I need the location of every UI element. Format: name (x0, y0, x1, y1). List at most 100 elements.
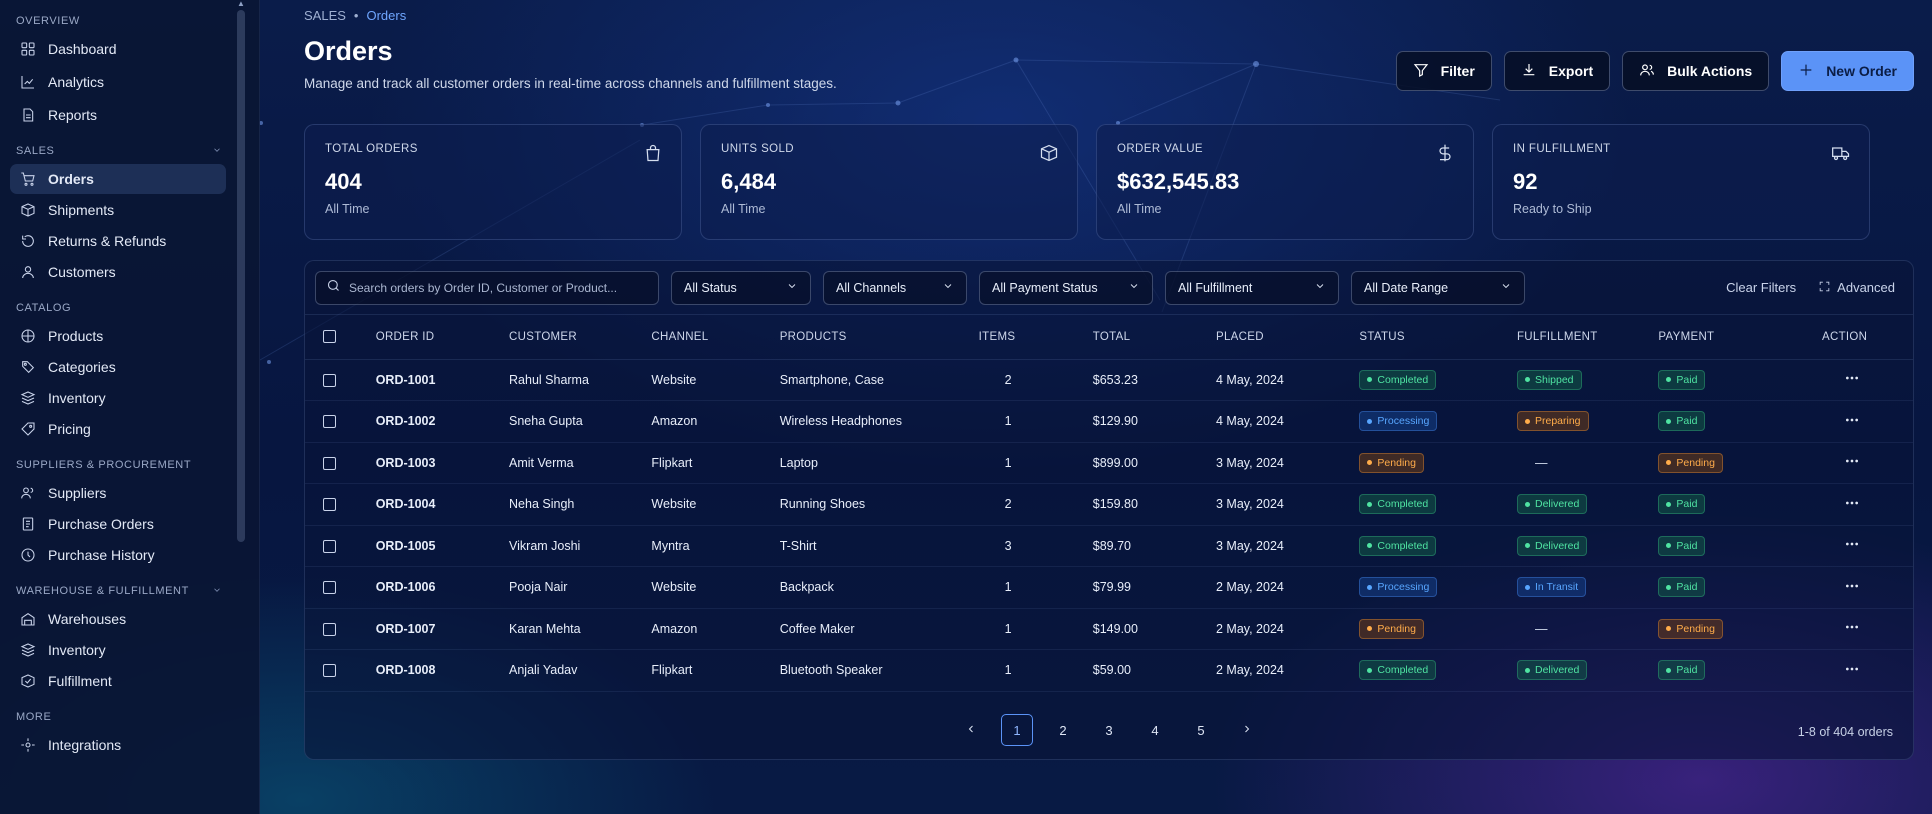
column-header[interactable]: PLACED (1216, 315, 1360, 360)
products: Wireless Headphones (779, 400, 979, 443)
scroll-up-icon[interactable]: ▲ (237, 0, 245, 8)
page-button[interactable]: 2 (1059, 722, 1067, 738)
status-select[interactable]: All Status (671, 270, 811, 305)
chevron-down-icon[interactable] (212, 145, 222, 158)
order-id[interactable]: ORD-1006 (375, 566, 510, 609)
column-header[interactable]: ACTION (1822, 315, 1913, 360)
column-header[interactable]: PRODUCTS (779, 315, 979, 360)
sidebar-section-title: SALES (0, 140, 238, 162)
order-id[interactable]: ORD-1005 (375, 525, 510, 567)
row-checkbox[interactable] (323, 581, 336, 595)
row-checkbox[interactable] (323, 415, 336, 429)
column-header[interactable]: ITEMS (978, 315, 1093, 360)
column-header[interactable]: CHANNEL (651, 315, 780, 360)
more-horizontal-icon[interactable] (1844, 417, 1860, 431)
column-header[interactable]: TOTAL (1092, 315, 1216, 360)
sidebar-item-categories[interactable]: Categories (10, 352, 226, 382)
more-horizontal-icon[interactable] (1844, 624, 1860, 638)
page-button[interactable]: 3 (1105, 722, 1113, 738)
truck-icon (1831, 143, 1851, 163)
export-button[interactable]: Export (1503, 51, 1611, 91)
sidebar-item-integrations[interactable]: Integrations (10, 730, 226, 760)
column-header[interactable]: ORDER ID (375, 315, 510, 360)
payment-status-select[interactable]: All Payment Status (979, 270, 1153, 305)
order-id[interactable]: ORD-1002 (375, 400, 510, 443)
next-page-button[interactable] (1231, 714, 1263, 746)
bulk-actions-button[interactable]: Bulk Actions (1622, 51, 1770, 91)
table-row[interactable]: ORD-1008 Anjali Yadav Flipkart Bluetooth Sp… (305, 649, 1913, 692)
integrations-icon (20, 737, 36, 753)
table-row[interactable]: ORD-1002 Sneha Gupta Amazon Wireless Headph… (305, 400, 1913, 443)
sidebar-item-products[interactable]: Products (10, 321, 226, 351)
table-row[interactable]: ORD-1007 Karan Mehta Amazon Coffee Maker 1 $1… (305, 608, 1913, 650)
sidebar-item-fulfillment[interactable]: Fulfillment (10, 666, 226, 696)
page-button[interactable]: 5 (1197, 722, 1205, 738)
order-id[interactable]: ORD-1003 (375, 442, 510, 484)
search-box[interactable] (315, 270, 659, 305)
payment-cell: Paid (1658, 400, 1823, 443)
row-actions-cell (1822, 649, 1913, 692)
sidebar-item-reports[interactable]: Reports (10, 100, 226, 130)
status-dot (1666, 377, 1672, 383)
box-icon (1039, 143, 1059, 163)
more-horizontal-icon[interactable] (1844, 541, 1860, 555)
more-horizontal-icon[interactable] (1844, 666, 1860, 680)
breadcrumb-root[interactable]: SALES (304, 8, 346, 23)
row-checkbox[interactable] (323, 456, 336, 470)
column-header[interactable]: PAYMENT (1658, 315, 1823, 360)
sidebar-item-orders[interactable]: Orders (10, 164, 226, 194)
more-horizontal-icon[interactable] (1844, 583, 1860, 597)
sidebar-item-label: Inventory (48, 390, 106, 406)
sidebar-item-pricing[interactable]: Pricing (10, 414, 226, 444)
badge-label: Paid (1676, 664, 1698, 677)
order-id[interactable]: ORD-1008 (375, 649, 510, 692)
prev-page-button[interactable] (955, 714, 987, 746)
new-order-button[interactable]: New Order (1781, 51, 1914, 91)
search-input[interactable] (349, 280, 648, 295)
row-checkbox[interactable] (323, 373, 336, 387)
row-checkbox[interactable] (323, 539, 336, 553)
clear-filters-link[interactable]: Clear Filters (1726, 280, 1797, 295)
column-header[interactable]: CUSTOMER (509, 315, 652, 360)
sidebar-item-warehouses[interactable]: Warehouses (10, 604, 226, 634)
sidebar-item-shipments[interactable]: Shipments (10, 195, 226, 225)
chevron-down-icon[interactable] (212, 585, 222, 598)
order-id[interactable]: ORD-1004 (375, 483, 510, 526)
sidebar-item-purchase-history[interactable]: Purchase History (10, 540, 226, 570)
date-range-select[interactable]: All Date Range (1351, 270, 1525, 305)
sidebar-item-inventory[interactable]: Inventory (10, 383, 226, 413)
table-row[interactable]: ORD-1005 Vikram Joshi Myntra T-Shirt 3 $89.70… (305, 525, 1913, 567)
row-checkbox[interactable] (323, 498, 336, 512)
sidebar-scrollbar[interactable] (237, 10, 245, 542)
sidebar-item-customers[interactable]: Customers (10, 257, 226, 287)
channels-select[interactable]: All Channels (823, 270, 967, 305)
table-row[interactable]: ORD-1004 Neha Singh Website Running Shoes 2 $… (305, 483, 1913, 526)
select-all-checkbox[interactable] (323, 330, 336, 344)
more-horizontal-icon[interactable] (1844, 375, 1860, 389)
sidebar-item-analytics[interactable]: Analytics (10, 67, 226, 97)
more-horizontal-icon[interactable] (1844, 500, 1860, 514)
more-horizontal-icon[interactable] (1844, 458, 1860, 472)
advanced-filters-button[interactable]: Advanced (1818, 280, 1895, 296)
page-button[interactable]: 1 (1001, 714, 1033, 746)
page-button[interactable]: 4 (1151, 722, 1159, 738)
badge-label: Completed (1377, 664, 1429, 677)
stats-cards: TOTAL ORDERS 404 All Time UNITS SOLD 6,484 Al… (304, 124, 1870, 240)
sidebar-item-inventory[interactable]: Inventory (10, 635, 226, 665)
filter-button[interactable]: Filter (1395, 51, 1492, 91)
column-header[interactable]: FULFILLMENT (1516, 315, 1659, 360)
sidebar-item-suppliers[interactable]: Suppliers (10, 478, 226, 508)
order-id[interactable]: ORD-1001 (375, 359, 510, 401)
refund-icon (20, 233, 36, 249)
fulfillment-select[interactable]: All Fulfillment (1165, 270, 1339, 305)
sidebar-item-dashboard[interactable]: Dashboard (10, 34, 226, 64)
table-row[interactable]: ORD-1006 Pooja Nair Website Backpack 1 $79.99… (305, 566, 1913, 609)
table-row[interactable]: ORD-1001 Rahul Sharma Website Smartphone, C… (305, 359, 1913, 401)
sidebar-item-returns-refunds[interactable]: Returns & Refunds (10, 226, 226, 256)
order-id[interactable]: ORD-1007 (375, 608, 510, 650)
column-header[interactable]: STATUS (1359, 315, 1517, 360)
sidebar-item-purchase-orders[interactable]: Purchase Orders (10, 509, 226, 539)
table-row[interactable]: ORD-1003 Amit Verma Flipkart Laptop 1 $899.00… (305, 442, 1913, 484)
row-checkbox[interactable] (323, 664, 336, 678)
row-checkbox[interactable] (323, 622, 336, 636)
